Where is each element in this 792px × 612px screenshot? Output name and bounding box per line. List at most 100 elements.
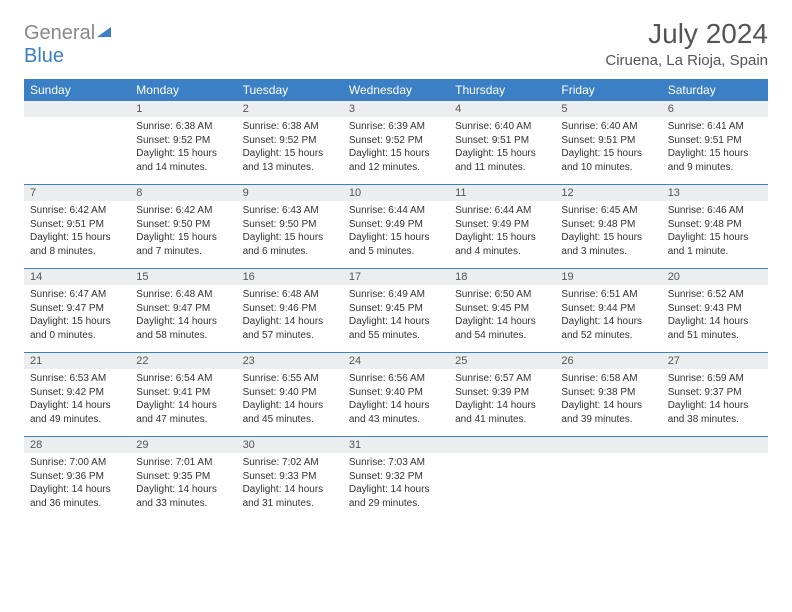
day-info-line: Sunrise: 7:02 AM [243,456,337,470]
day-info-line: Sunrise: 6:45 AM [561,204,655,218]
day-info-line: Sunrise: 6:44 AM [455,204,549,218]
day-number-cell: 9 [237,185,343,202]
day-cell: Sunrise: 6:49 AMSunset: 9:45 PMDaylight:… [343,285,449,353]
day-cell: Sunrise: 6:56 AMSunset: 9:40 PMDaylight:… [343,369,449,437]
day-info-line: Sunset: 9:43 PM [668,302,762,316]
day-number-cell: 16 [237,269,343,286]
brand-part1: General [24,22,95,44]
daynum-row: 123456 [24,101,768,117]
day-info-line: Sunrise: 6:38 AM [136,120,230,134]
day-content: Sunrise: 7:01 AMSunset: 9:35 PMDaylight:… [130,453,236,520]
day-cell: Sunrise: 6:50 AMSunset: 9:45 PMDaylight:… [449,285,555,353]
day-info-line: Daylight: 15 hours and 8 minutes. [30,231,124,258]
brand-text: GeneralBlue [24,22,113,68]
day-number-cell: 27 [662,353,768,370]
day-cell: Sunrise: 6:52 AMSunset: 9:43 PMDaylight:… [662,285,768,353]
day-content-row: Sunrise: 6:53 AMSunset: 9:42 PMDaylight:… [24,369,768,437]
day-number-cell: 26 [555,353,661,370]
day-content: Sunrise: 6:44 AMSunset: 9:49 PMDaylight:… [343,201,449,268]
day-info-line: Sunset: 9:47 PM [30,302,124,316]
day-info-line: Daylight: 14 hours and 43 minutes. [349,399,443,426]
calendar-table: Sunday Monday Tuesday Wednesday Thursday… [24,79,768,520]
day-cell [662,453,768,520]
day-number-cell: 28 [24,437,130,454]
day-content: Sunrise: 6:50 AMSunset: 9:45 PMDaylight:… [449,285,555,352]
day-number-cell: 8 [130,185,236,202]
day-info-line: Sunrise: 6:53 AM [30,372,124,386]
day-content: Sunrise: 6:59 AMSunset: 9:37 PMDaylight:… [662,369,768,436]
day-number-cell: 7 [24,185,130,202]
day-content: Sunrise: 6:47 AMSunset: 9:47 PMDaylight:… [24,285,130,352]
day-cell: Sunrise: 6:57 AMSunset: 9:39 PMDaylight:… [449,369,555,437]
day-info-line: Daylight: 15 hours and 13 minutes. [243,147,337,174]
day-info-line: Daylight: 15 hours and 3 minutes. [561,231,655,258]
day-cell [449,453,555,520]
day-info-line: Sunrise: 6:41 AM [668,120,762,134]
daynum-row: 78910111213 [24,185,768,202]
day-info-line: Sunset: 9:42 PM [30,386,124,400]
calendar-page: GeneralBlue July 2024 Ciruena, La Rioja,… [0,0,792,532]
day-number-cell: 17 [343,269,449,286]
daynum-row: 14151617181920 [24,269,768,286]
day-content: Sunrise: 6:45 AMSunset: 9:48 PMDaylight:… [555,201,661,268]
day-info-line: Daylight: 15 hours and 12 minutes. [349,147,443,174]
day-info-line: Sunset: 9:51 PM [561,134,655,148]
day-info-line: Sunset: 9:41 PM [136,386,230,400]
day-cell: Sunrise: 6:45 AMSunset: 9:48 PMDaylight:… [555,201,661,269]
day-info-line: Daylight: 15 hours and 4 minutes. [455,231,549,258]
day-content: Sunrise: 6:52 AMSunset: 9:43 PMDaylight:… [662,285,768,352]
weekday-header: Wednesday [343,79,449,101]
day-number-cell: 24 [343,353,449,370]
day-content [555,453,661,515]
day-content: Sunrise: 6:55 AMSunset: 9:40 PMDaylight:… [237,369,343,436]
month-title: July 2024 [605,18,768,50]
day-content: Sunrise: 6:46 AMSunset: 9:48 PMDaylight:… [662,201,768,268]
brand-part2: Blue [24,45,64,67]
day-info-line: Daylight: 15 hours and 7 minutes. [136,231,230,258]
day-info-line: Sunset: 9:40 PM [243,386,337,400]
day-content: Sunrise: 6:41 AMSunset: 9:51 PMDaylight:… [662,117,768,184]
day-content [662,453,768,515]
day-content-row: Sunrise: 6:38 AMSunset: 9:52 PMDaylight:… [24,117,768,185]
day-number-cell [24,101,130,117]
day-info-line: Sunset: 9:32 PM [349,470,443,484]
day-info-line: Sunrise: 6:57 AM [455,372,549,386]
day-info-line: Sunset: 9:38 PM [561,386,655,400]
day-cell: Sunrise: 6:48 AMSunset: 9:47 PMDaylight:… [130,285,236,353]
day-info-line: Sunset: 9:40 PM [349,386,443,400]
day-info-line: Daylight: 15 hours and 10 minutes. [561,147,655,174]
day-number-cell: 1 [130,101,236,117]
weekday-header: Friday [555,79,661,101]
day-number-cell: 11 [449,185,555,202]
day-info-line: Daylight: 14 hours and 58 minutes. [136,315,230,342]
weekday-header: Saturday [662,79,768,101]
day-cell: Sunrise: 7:01 AMSunset: 9:35 PMDaylight:… [130,453,236,520]
day-cell: Sunrise: 7:02 AMSunset: 9:33 PMDaylight:… [237,453,343,520]
day-content: Sunrise: 7:02 AMSunset: 9:33 PMDaylight:… [237,453,343,520]
day-info-line: Sunrise: 7:00 AM [30,456,124,470]
day-number-cell: 6 [662,101,768,117]
weekday-header: Thursday [449,79,555,101]
day-info-line: Sunrise: 6:59 AM [668,372,762,386]
day-number-cell: 19 [555,269,661,286]
day-cell: Sunrise: 6:44 AMSunset: 9:49 PMDaylight:… [343,201,449,269]
day-content: Sunrise: 6:58 AMSunset: 9:38 PMDaylight:… [555,369,661,436]
day-info-line: Sunset: 9:50 PM [243,218,337,232]
day-info-line: Sunrise: 6:40 AM [455,120,549,134]
day-number-cell: 4 [449,101,555,117]
daynum-row: 28293031 [24,437,768,454]
day-info-line: Sunset: 9:49 PM [349,218,443,232]
day-info-line: Daylight: 15 hours and 6 minutes. [243,231,337,258]
day-info-line: Sunrise: 6:46 AM [668,204,762,218]
day-info-line: Sunrise: 6:47 AM [30,288,124,302]
day-number-cell: 20 [662,269,768,286]
day-content: Sunrise: 6:48 AMSunset: 9:46 PMDaylight:… [237,285,343,352]
day-cell: Sunrise: 6:48 AMSunset: 9:46 PMDaylight:… [237,285,343,353]
day-content: Sunrise: 6:42 AMSunset: 9:50 PMDaylight:… [130,201,236,268]
day-info-line: Daylight: 14 hours and 49 minutes. [30,399,124,426]
day-content: Sunrise: 6:38 AMSunset: 9:52 PMDaylight:… [130,117,236,184]
day-content-row: Sunrise: 6:47 AMSunset: 9:47 PM Daylight:… [24,285,768,353]
day-info-line: Daylight: 14 hours and 38 minutes. [668,399,762,426]
day-cell [555,453,661,520]
day-info-line: Daylight: 14 hours and 29 minutes. [349,483,443,510]
